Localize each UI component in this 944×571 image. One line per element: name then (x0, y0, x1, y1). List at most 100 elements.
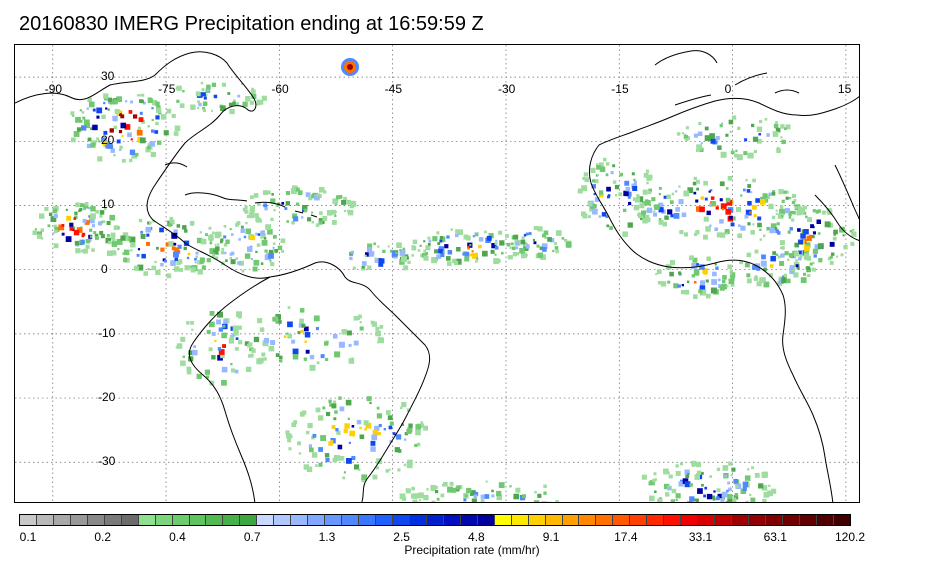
precip-cell (120, 235, 126, 241)
precip-cell (347, 330, 352, 336)
precip-cell (390, 249, 393, 253)
precip-cell (201, 92, 206, 97)
precip-cell (772, 131, 779, 137)
precip-cell (756, 126, 763, 132)
precip-cell (225, 239, 230, 244)
precip-cell (100, 234, 105, 239)
precip-cell (84, 122, 90, 129)
precip-cell (450, 228, 453, 231)
precip-cell (763, 281, 770, 288)
colorbar-segment (189, 515, 207, 525)
precip-cell (536, 244, 540, 248)
precip-cell (316, 361, 320, 365)
precip-cell (97, 156, 103, 162)
precip-cell (498, 230, 503, 235)
longitude-label: -75 (158, 82, 176, 96)
precip-cell (205, 233, 208, 237)
precip-cell (72, 226, 76, 229)
precip-cell (680, 462, 684, 466)
precip-cell (110, 232, 116, 238)
precip-cell (831, 252, 835, 256)
precip-cell (695, 230, 700, 235)
precip-cell (735, 484, 739, 489)
latitude-label: -30 (98, 454, 116, 469)
colorbar-segment (257, 515, 275, 525)
precip-cell (645, 217, 651, 223)
precip-cell (213, 249, 217, 253)
precip-cell (772, 251, 776, 255)
precip-cell (523, 234, 527, 237)
precip-cell (743, 188, 746, 192)
precip-cell (685, 138, 688, 141)
precip-cell (268, 345, 275, 352)
precip-cell (509, 485, 512, 488)
precip-cell (725, 197, 731, 203)
precip-cell (270, 261, 275, 267)
precip-cell (53, 224, 57, 228)
precip-cell (761, 485, 768, 491)
precip-cell (431, 500, 436, 502)
precip-cell (598, 215, 602, 218)
precip-cell (298, 323, 304, 328)
precip-cell (173, 251, 179, 258)
precip-cell (768, 273, 773, 278)
precip-cell (322, 216, 328, 221)
precip-cell (275, 314, 281, 320)
precip-cell (350, 201, 357, 207)
precip-cell (658, 501, 662, 502)
precip-cell (186, 369, 192, 375)
precip-cell (761, 254, 766, 260)
precip-cell (631, 172, 635, 176)
precip-cell (241, 82, 244, 85)
precip-cell (151, 107, 154, 110)
precip-cell (385, 410, 391, 415)
precip-cell (775, 209, 778, 212)
precip-cell (730, 273, 733, 276)
precip-cell (48, 212, 53, 216)
precip-cell (411, 254, 414, 257)
precip-cell (84, 202, 89, 206)
precip-cell (314, 194, 320, 201)
precip-cell (455, 229, 459, 234)
precip-cell (654, 478, 658, 481)
colorbar-segment (376, 515, 393, 525)
precip-cell (612, 164, 616, 168)
precip-cell (230, 363, 233, 366)
precip-cell (766, 226, 770, 231)
precip-cell (515, 246, 519, 250)
precip-cell (202, 101, 208, 106)
precip-cell (753, 214, 757, 217)
precip-cell (304, 332, 311, 338)
precip-cell (183, 246, 187, 251)
precip-cell (230, 259, 236, 265)
precip-cell (364, 428, 367, 431)
precip-cell (287, 333, 292, 339)
precip-cell (491, 489, 494, 493)
precip-cell (203, 96, 207, 100)
precipitation-field (32, 58, 857, 502)
precip-cell (133, 265, 139, 271)
precip-cell (318, 462, 323, 467)
precip-cell (272, 246, 275, 249)
precip-cell (788, 253, 794, 258)
precip-cell (712, 271, 717, 277)
precip-cell (726, 199, 733, 206)
precip-cell (773, 123, 779, 129)
colorbar-segment (53, 515, 71, 525)
colorbar-segment (579, 515, 597, 525)
precip-cell (605, 215, 609, 219)
precip-cell (377, 337, 384, 343)
precip-cell (365, 422, 372, 429)
precip-cell (102, 137, 107, 142)
precip-cell (582, 176, 586, 180)
coastlines (15, 50, 859, 502)
precip-cell (721, 122, 724, 125)
precip-cell (742, 481, 749, 487)
precip-cell (184, 265, 190, 271)
precip-cell (480, 494, 485, 499)
colorbar-segment (291, 515, 309, 525)
precip-cell (221, 380, 227, 386)
precip-cell (332, 198, 339, 205)
precip-cell (80, 239, 85, 244)
precip-cell (474, 491, 479, 496)
